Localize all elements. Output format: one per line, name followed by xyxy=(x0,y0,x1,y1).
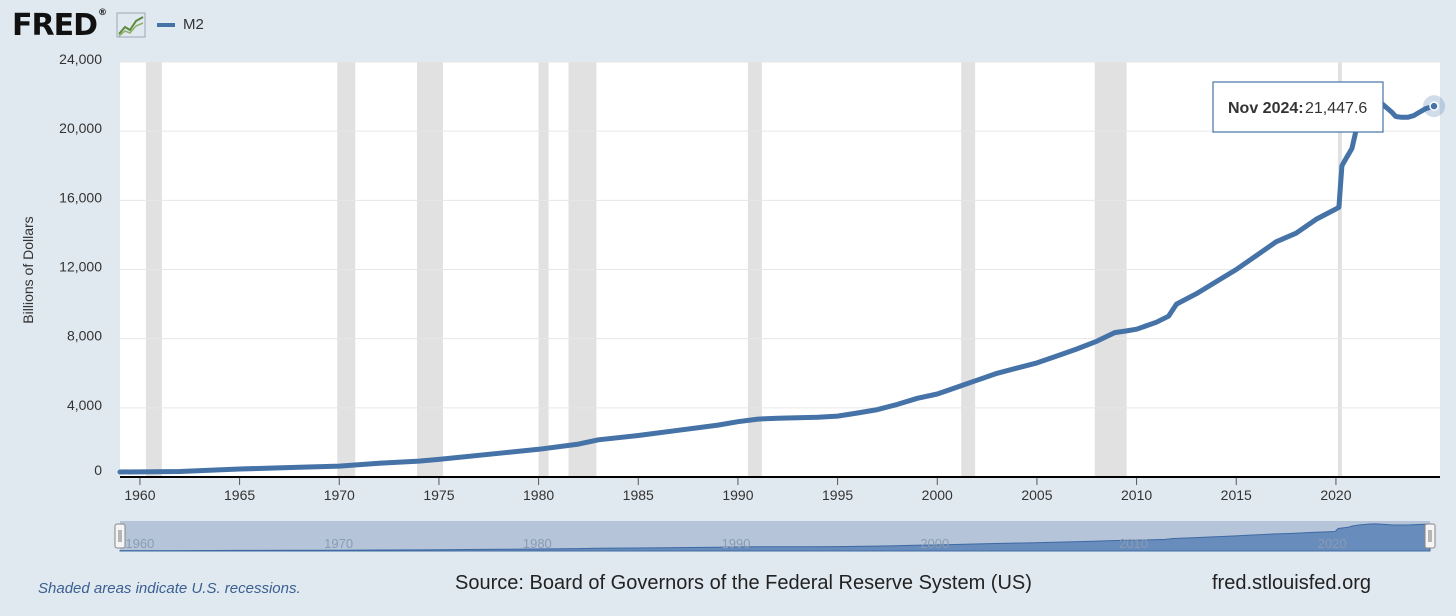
recession-note: Shaded areas indicate U.S. recessions. xyxy=(38,580,301,597)
y-tick-label: 8,000 xyxy=(67,328,102,344)
x-tick-label: 2000 xyxy=(922,487,953,503)
navigator-right-handle[interactable] xyxy=(1424,523,1436,549)
legend-label-m2: M2 xyxy=(183,16,204,33)
x-tick-label: 1995 xyxy=(822,487,853,503)
x-tick-label: 1960 xyxy=(124,487,155,503)
tooltip-box xyxy=(1212,81,1384,133)
navigator-tick-label: 2020 xyxy=(1318,536,1347,551)
logo-text: FRED xyxy=(12,8,98,43)
data-tooltip: Nov 2024: 21,447.6 xyxy=(1212,81,1384,133)
navigator-left-handle[interactable] xyxy=(114,523,126,549)
y-tick-label: 12,000 xyxy=(59,259,102,275)
y-tick-label: 24,000 xyxy=(59,51,102,67)
y-tick-label: 16,000 xyxy=(59,189,102,205)
navigator-tick-label: 2000 xyxy=(920,536,949,551)
y-tick-label: 20,000 xyxy=(59,120,102,136)
navigator-tick-label: 1990 xyxy=(722,536,751,551)
x-tick-labels: 1960 1965 1970 1975 1980 1985 1990 1995 2000 2005… xyxy=(124,487,1351,503)
x-tick-label: 2005 xyxy=(1021,487,1052,503)
navigator-tick-label: 1970 xyxy=(324,536,353,551)
x-tick-label: 1965 xyxy=(224,487,255,503)
x-tick-label: 1990 xyxy=(722,487,753,503)
legend-swatch-m2 xyxy=(157,22,175,27)
x-tick-label: 1980 xyxy=(523,487,554,503)
navigator-series-area xyxy=(119,523,1431,552)
x-tick-label: 2010 xyxy=(1121,487,1152,503)
x-tick-label: 2015 xyxy=(1221,487,1252,503)
tooltip-value: 21,447.6 xyxy=(1305,100,1367,117)
tooltip-label: Nov 2024: xyxy=(1228,100,1304,117)
site-url[interactable]: fred.stlouisfed.org xyxy=(1212,572,1371,594)
navigator-tick-labels: 1960 1970 1980 1990 2000 2010 2020 xyxy=(125,536,1346,551)
y-tick-label: 0 xyxy=(94,462,102,478)
chart-legend[interactable]: M2 xyxy=(157,16,204,33)
navigator-tick-label: 1980 xyxy=(523,536,552,551)
x-tick-label: 1985 xyxy=(623,487,654,503)
range-navigator: 1960 1970 1980 1990 2000 2010 2020 xyxy=(114,521,1438,552)
logo-registered-mark: ® xyxy=(98,8,107,18)
grid-lines xyxy=(120,61,1440,485)
x-tick-label: 2020 xyxy=(1320,487,1351,503)
navigator-tick-label: 2010 xyxy=(1119,536,1148,551)
y-tick-labels: 0 4,000 8,000 12,000 16,000 20,000 24,000 xyxy=(59,51,102,478)
y-tick-label: 4,000 xyxy=(67,397,102,413)
source-attribution: Source: Board of Governors of the Federa… xyxy=(455,572,1032,594)
x-tick-label: 1975 xyxy=(423,487,454,503)
line-chart-icon xyxy=(116,12,146,38)
hover-marker[interactable] xyxy=(1429,101,1439,111)
x-tick-label: 1970 xyxy=(324,487,355,503)
navigator-tick-label: 1960 xyxy=(125,536,154,551)
fred-logo[interactable]: FRED® xyxy=(12,8,107,43)
